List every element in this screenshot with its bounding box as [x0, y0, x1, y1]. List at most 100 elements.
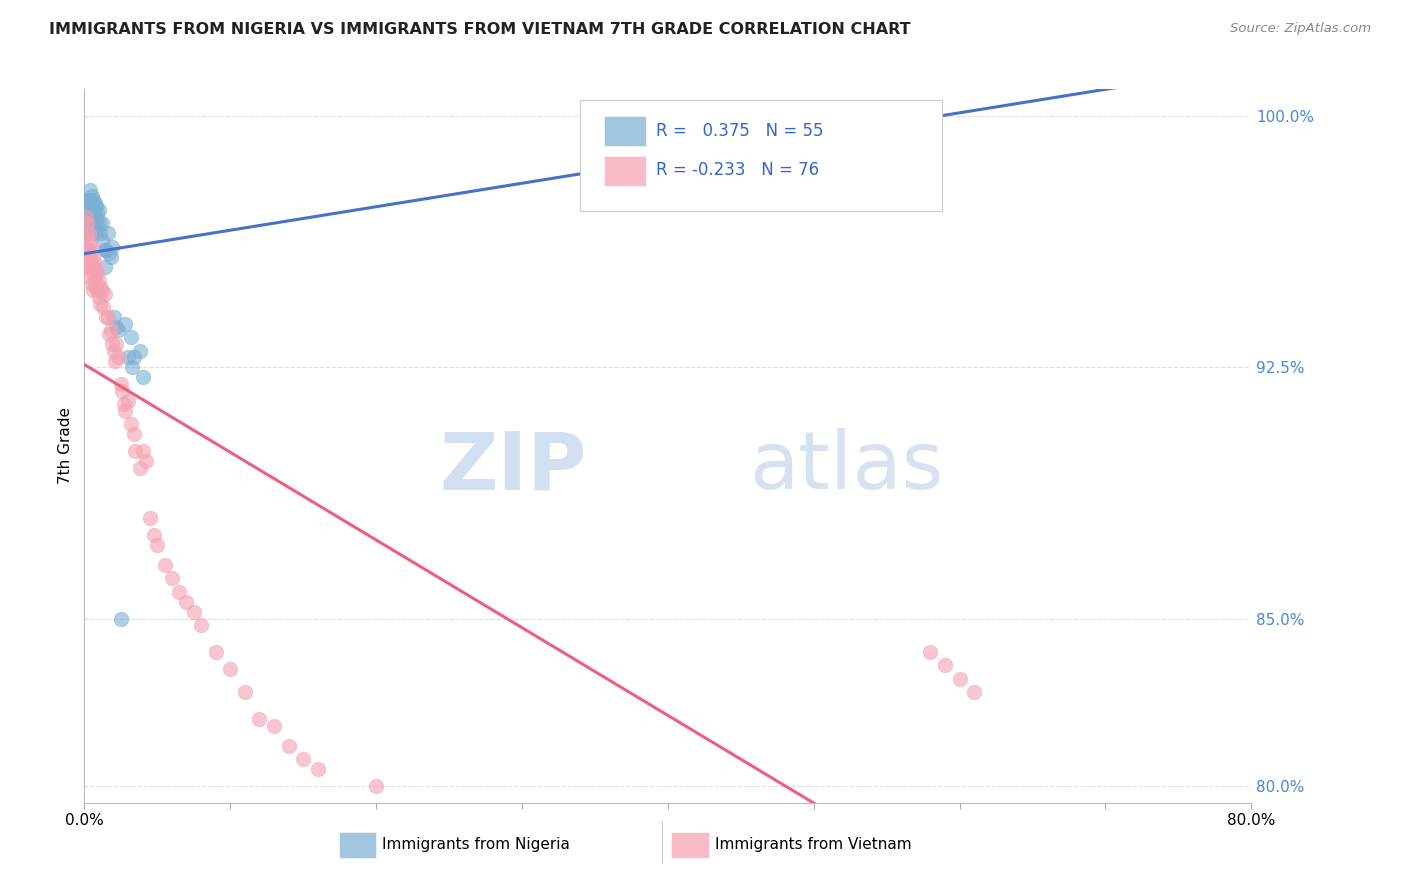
Point [83, 196, 105, 211]
Point [82, 206, 104, 220]
Point [75, 210, 97, 224]
Point [77, 227, 100, 241]
Point [112, 397, 135, 411]
Text: R =   0.375   N = 55: R = 0.375 N = 55 [657, 121, 824, 139]
Point [613, 112, 636, 127]
Point [121, 360, 143, 375]
Point [160, 571, 183, 585]
Point [86, 219, 108, 234]
Point [84, 212, 107, 227]
Point [76, 193, 98, 207]
Point [934, 658, 956, 673]
Point [90, 216, 112, 230]
Point [190, 618, 212, 632]
Point [263, 719, 285, 733]
Point [107, 323, 129, 337]
Text: ZIP: ZIP [439, 428, 586, 507]
Y-axis label: 7th Grade: 7th Grade [58, 408, 73, 484]
Point [90, 283, 112, 297]
Point [90, 233, 112, 247]
Point [77, 216, 100, 230]
Point [292, 752, 315, 766]
Point [76, 260, 98, 274]
Point [101, 240, 124, 254]
Point [82, 193, 104, 207]
Point [94, 260, 117, 274]
FancyBboxPatch shape [339, 832, 377, 858]
Point [423, 846, 446, 860]
Point [948, 672, 970, 686]
Point [100, 250, 122, 264]
Point [89, 296, 111, 310]
Point [77, 243, 100, 257]
Point [80, 243, 103, 257]
Text: atlas: atlas [749, 428, 943, 507]
Point [104, 353, 127, 368]
Point [110, 377, 132, 392]
Point [89, 280, 111, 294]
Point [963, 685, 986, 699]
Point [94, 286, 117, 301]
Point [89, 227, 111, 241]
Point [122, 350, 145, 364]
Point [77, 210, 100, 224]
Point [77, 227, 100, 241]
Point [233, 685, 256, 699]
Point [105, 320, 128, 334]
Point [79, 236, 101, 251]
Point [366, 779, 388, 793]
FancyBboxPatch shape [603, 116, 645, 145]
Point [111, 384, 134, 398]
Point [204, 645, 226, 659]
Point [80, 219, 103, 234]
Point [183, 605, 205, 619]
Point [76, 216, 98, 230]
Point [83, 210, 105, 224]
Point [247, 712, 270, 726]
Point [82, 283, 104, 297]
Point [96, 310, 118, 324]
Point [103, 310, 125, 324]
Point [83, 227, 105, 241]
Point [920, 645, 942, 659]
Point [80, 202, 103, 217]
Point [76, 202, 98, 217]
Point [117, 350, 139, 364]
Point [627, 116, 650, 130]
Point [98, 246, 121, 260]
Point [120, 417, 142, 432]
Point [128, 460, 150, 475]
Text: Source: ZipAtlas.com: Source: ZipAtlas.com [1230, 22, 1371, 36]
Point [76, 246, 98, 260]
Point [77, 193, 100, 207]
Point [167, 584, 190, 599]
Point [176, 595, 198, 609]
Point [146, 538, 169, 552]
Text: R = -0.233   N = 76: R = -0.233 N = 76 [657, 161, 820, 178]
Point [107, 350, 129, 364]
Point [76, 216, 98, 230]
Point [77, 202, 100, 217]
Point [79, 269, 101, 284]
Point [132, 444, 155, 458]
Point [105, 336, 128, 351]
Point [86, 267, 108, 281]
Point [97, 310, 120, 324]
Point [77, 260, 100, 274]
Point [98, 326, 121, 341]
Point [80, 277, 103, 291]
Point [110, 611, 132, 625]
Point [96, 243, 118, 257]
Text: Immigrants from Vietnam: Immigrants from Vietnam [714, 838, 911, 853]
Point [153, 558, 176, 572]
Point [120, 330, 142, 344]
Point [86, 206, 108, 220]
Point [76, 227, 98, 241]
Point [437, 863, 460, 877]
Point [114, 404, 136, 418]
FancyBboxPatch shape [603, 155, 645, 186]
Point [75, 227, 97, 241]
Text: IMMIGRANTS FROM NIGERIA VS IMMIGRANTS FROM VIETNAM 7TH GRADE CORRELATION CHART: IMMIGRANTS FROM NIGERIA VS IMMIGRANTS FR… [49, 22, 911, 37]
Point [82, 219, 104, 234]
Point [94, 243, 117, 257]
